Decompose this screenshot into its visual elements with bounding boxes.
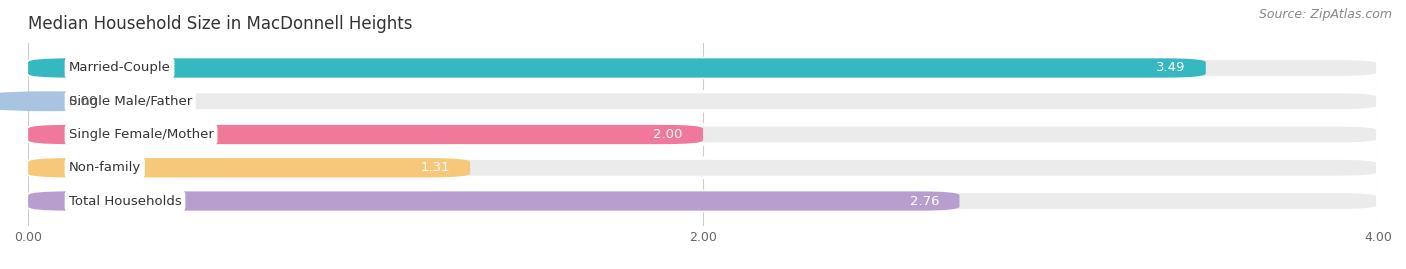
Text: Total Households: Total Households	[69, 194, 181, 207]
FancyBboxPatch shape	[28, 158, 470, 177]
Circle shape	[0, 92, 142, 111]
FancyBboxPatch shape	[28, 125, 703, 144]
Text: Single Male/Father: Single Male/Father	[69, 95, 191, 108]
FancyBboxPatch shape	[28, 58, 1206, 78]
FancyBboxPatch shape	[28, 58, 1378, 78]
Text: 2.76: 2.76	[910, 194, 939, 207]
Text: Median Household Size in MacDonnell Heights: Median Household Size in MacDonnell Heig…	[28, 15, 412, 33]
FancyBboxPatch shape	[28, 191, 1378, 211]
Text: Source: ZipAtlas.com: Source: ZipAtlas.com	[1258, 8, 1392, 21]
FancyBboxPatch shape	[28, 158, 1378, 177]
Text: 1.31: 1.31	[420, 161, 450, 174]
Text: Married-Couple: Married-Couple	[69, 62, 170, 75]
Text: Single Female/Mother: Single Female/Mother	[69, 128, 214, 141]
Text: 2.00: 2.00	[654, 128, 683, 141]
FancyBboxPatch shape	[28, 191, 959, 211]
Text: 3.49: 3.49	[1156, 62, 1185, 75]
Text: 0.00: 0.00	[69, 95, 98, 108]
FancyBboxPatch shape	[28, 92, 1378, 111]
Text: Non-family: Non-family	[69, 161, 141, 174]
FancyBboxPatch shape	[28, 125, 1378, 144]
